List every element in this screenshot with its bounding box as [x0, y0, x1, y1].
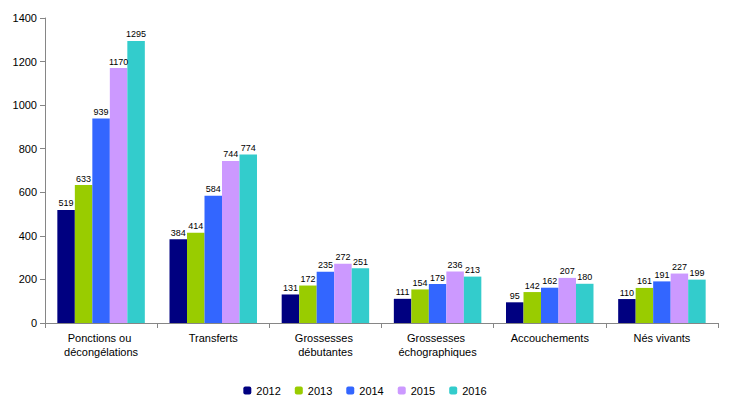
svg-text:Grossesses: Grossesses	[407, 332, 468, 344]
svg-text:Transferts: Transferts	[189, 332, 239, 344]
svg-text:199: 199	[689, 268, 704, 278]
svg-text:384: 384	[171, 228, 186, 238]
svg-text:131: 131	[283, 283, 298, 293]
svg-text:95: 95	[510, 291, 520, 301]
svg-text:207: 207	[560, 266, 575, 276]
svg-text:Accouchements: Accouchements	[511, 332, 590, 344]
svg-text:2015: 2015	[411, 385, 435, 397]
svg-text:251: 251	[353, 257, 368, 267]
svg-text:154: 154	[413, 278, 428, 288]
svg-text:800: 800	[19, 143, 37, 155]
svg-text:Ponctions ou: Ponctions ou	[68, 332, 135, 344]
svg-text:110: 110	[620, 288, 634, 298]
svg-text:414: 414	[188, 221, 203, 231]
svg-text:191: 191	[654, 270, 669, 280]
svg-text:774: 774	[241, 143, 256, 153]
svg-text:1400: 1400	[13, 12, 37, 24]
svg-text:1200: 1200	[13, 56, 37, 68]
svg-text:939: 939	[94, 107, 109, 117]
svg-text:633: 633	[76, 174, 91, 184]
svg-text:débutantes: débutantes	[298, 346, 353, 358]
svg-text:142: 142	[525, 281, 540, 291]
svg-text:227: 227	[672, 262, 687, 272]
svg-text:236: 236	[448, 260, 463, 270]
svg-text:échographiques: échographiques	[398, 346, 477, 358]
svg-text:519: 519	[59, 198, 74, 208]
svg-text:600: 600	[19, 186, 37, 198]
svg-text:172: 172	[300, 274, 315, 284]
svg-text:161: 161	[637, 276, 652, 286]
svg-text:179: 179	[430, 273, 445, 283]
svg-text:Nés vivants: Nés vivants	[633, 332, 690, 344]
svg-text:744: 744	[223, 149, 238, 159]
svg-text:2013: 2013	[308, 385, 332, 397]
svg-text:235: 235	[318, 260, 333, 270]
svg-text:2014: 2014	[359, 385, 383, 397]
svg-text:1000: 1000	[13, 99, 37, 111]
svg-text:Grossesses: Grossesses	[295, 332, 356, 344]
svg-text:0: 0	[31, 317, 37, 329]
svg-text:111: 111	[396, 287, 410, 297]
svg-text:272: 272	[335, 252, 350, 262]
svg-text:1295: 1295	[126, 29, 146, 39]
svg-text:200: 200	[19, 273, 37, 285]
svg-text:180: 180	[577, 272, 592, 282]
svg-text:400: 400	[19, 230, 37, 242]
svg-text:584: 584	[206, 184, 221, 194]
svg-text:1170: 1170	[109, 57, 128, 67]
svg-text:162: 162	[542, 276, 557, 286]
svg-text:2012: 2012	[256, 385, 280, 397]
svg-text:213: 213	[465, 265, 480, 275]
svg-text:décongélations: décongélations	[64, 346, 139, 358]
svg-text:2016: 2016	[462, 385, 486, 397]
